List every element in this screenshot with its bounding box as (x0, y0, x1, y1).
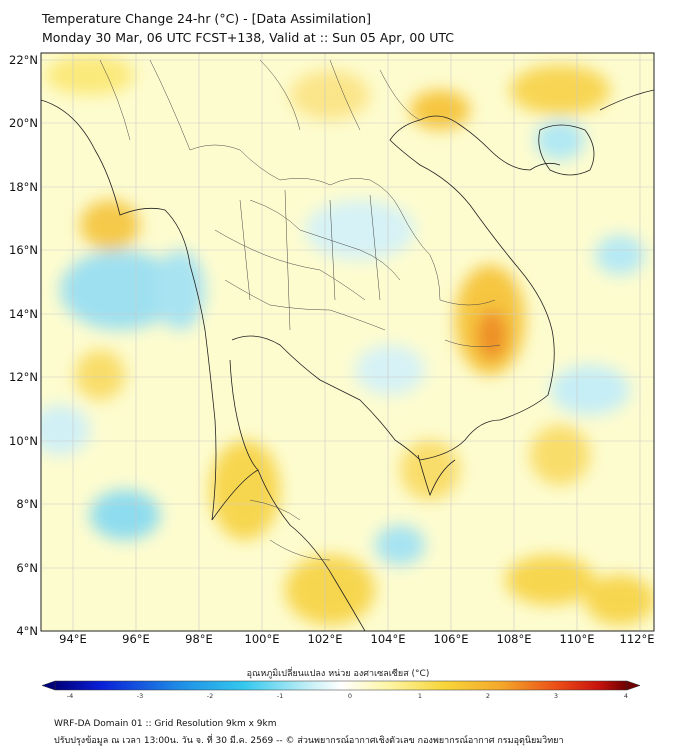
colorbar (41, 680, 641, 691)
colorbar-tick-label: -1 (276, 692, 284, 700)
lon-tick-label: 98°E (185, 632, 213, 646)
lon-tick-label: 102°E (307, 632, 343, 646)
lat-tick-label: 8°N (16, 497, 38, 511)
model-info: WRF-DA Domain 01 :: Grid Resolution 9km … (54, 719, 277, 729)
lat-tick-label: 18°N (9, 180, 38, 194)
map-title: Temperature Change 24-hr (°C) - [Data As… (42, 11, 371, 26)
map-frame (40, 52, 655, 632)
lon-tick-label: 94°E (59, 632, 87, 646)
colorbar-tick-label: -4 (66, 692, 74, 700)
lon-tick-label: 108°E (496, 632, 532, 646)
lat-tick-label: 14°N (9, 307, 38, 321)
update-credit: ปรับปรุงข้อมูล ณ เวลา 13:00น. วัน จ. ที่… (54, 736, 564, 746)
lon-tick-label: 96°E (122, 632, 150, 646)
colorbar-tick-label: -3 (136, 692, 144, 700)
lat-tick-label: 16°N (9, 243, 38, 257)
lat-tick-label: 10°N (9, 434, 38, 448)
lat-tick-label: 12°N (9, 370, 38, 384)
lon-tick-label: 110°E (559, 632, 595, 646)
coastlines (41, 89, 654, 631)
temperature-field (41, 53, 654, 631)
lon-tick-label: 104°E (370, 632, 406, 646)
graticule (41, 53, 654, 631)
colorbar-tick-label: 3 (553, 692, 559, 700)
colorbar-tick-label: -2 (206, 692, 214, 700)
colorbar-tick-label: 4 (623, 692, 629, 700)
colorbar-label: อุณหภูมิเปลี่ยนแปลง หน่วย องศาเซลเซียส (… (246, 669, 430, 679)
lat-tick-label: 20°N (9, 116, 38, 130)
colorbar-tick-label: 1 (417, 692, 423, 700)
lat-tick-label: 6°N (16, 561, 38, 575)
lat-tick-label: 4°N (16, 624, 38, 638)
colorbar-tick-label: 2 (485, 692, 491, 700)
map-subtitle: Monday 30 Mar, 06 UTC FCST+138, Valid at… (42, 30, 455, 45)
lon-tick-label: 112°E (619, 632, 655, 646)
lon-tick-label: 106°E (433, 632, 469, 646)
lon-tick-label: 100°E (244, 632, 280, 646)
colorbar-tick-label: 0 (347, 692, 353, 700)
lat-tick-label: 22°N (9, 53, 38, 67)
admin-borders (99, 59, 501, 561)
